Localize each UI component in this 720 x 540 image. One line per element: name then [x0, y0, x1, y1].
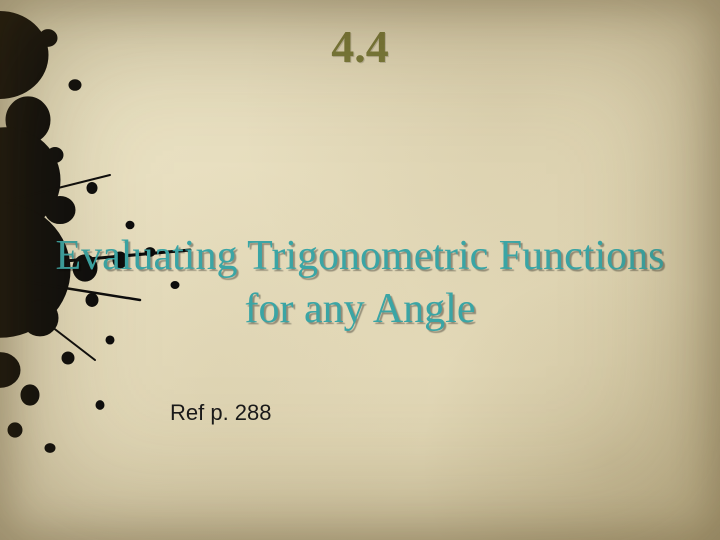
section-number: 4.4: [331, 20, 389, 73]
slide-title: Evaluating Trigonometric Functions for a…: [0, 230, 720, 335]
page-reference: Ref p. 288: [170, 400, 272, 426]
